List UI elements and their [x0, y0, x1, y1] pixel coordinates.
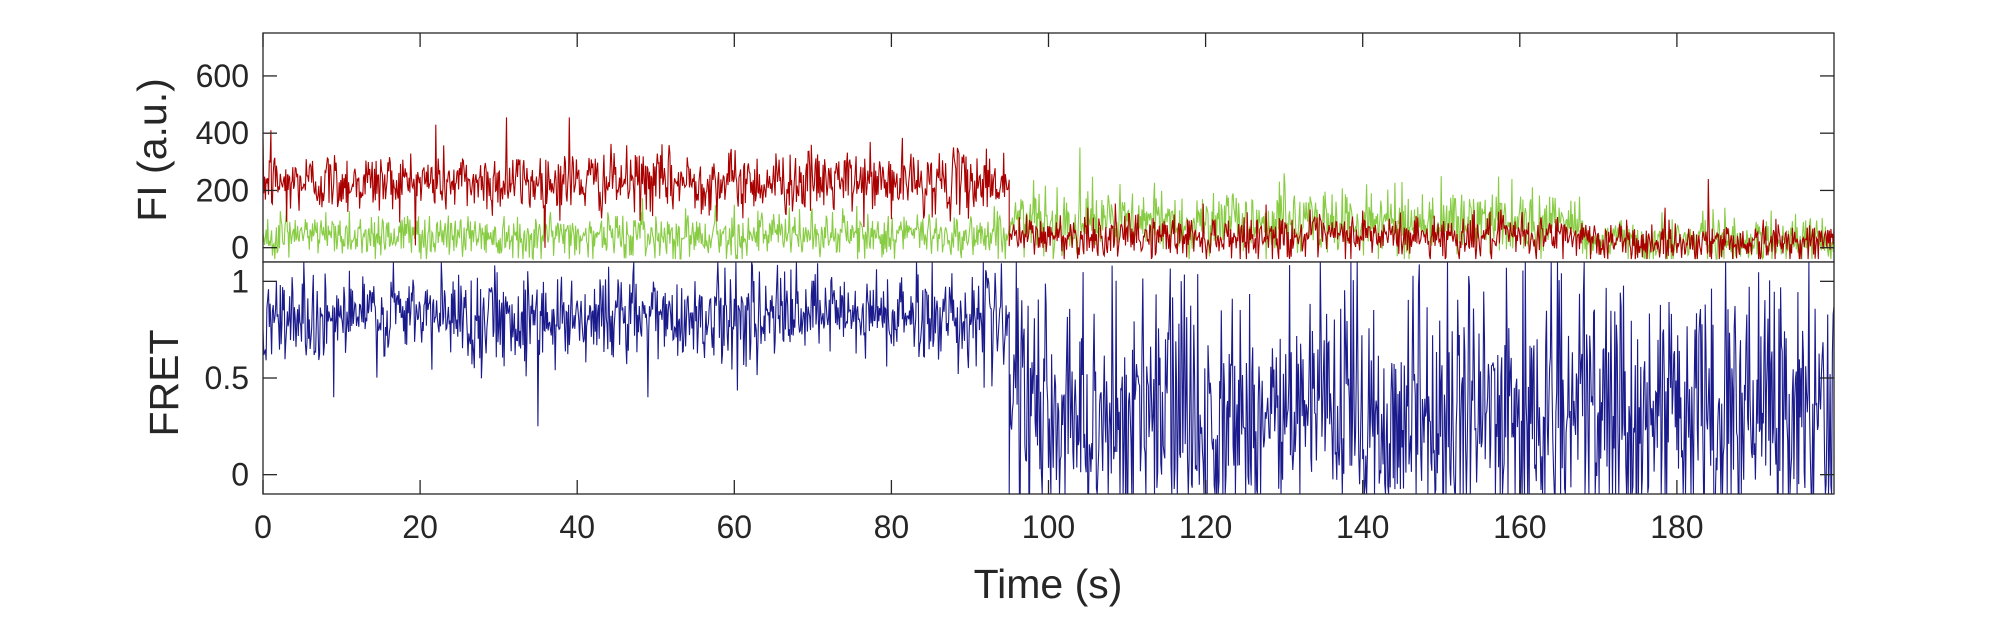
fret-y-tick-label: 1 — [231, 263, 249, 299]
time-x-tick-label: 100 — [1022, 509, 1075, 545]
fret-traces — [262, 261, 1835, 495]
fluorescence-y-tick-label: 400 — [196, 115, 249, 151]
fret-y-tick-label: 0 — [231, 457, 249, 493]
time-x-tick-label: 180 — [1650, 509, 1703, 545]
fluorescence-panel: 0 200 400 600 FI (a.u.) — [129, 32, 1835, 266]
time-x-tick-label: 120 — [1179, 509, 1232, 545]
time-x-tick-label: 40 — [559, 509, 595, 545]
time-x-tick-label: 60 — [717, 509, 753, 545]
time-x-tick-label: 140 — [1336, 509, 1389, 545]
fluorescence-y-ticks: 0 200 400 600 — [196, 58, 1834, 266]
time-x-ticks: 0 20 40 60 80 100 120 140 160 180 — [254, 33, 1704, 545]
fret-y-axis-label: FRET — [141, 329, 187, 436]
time-x-tick-label: 20 — [402, 509, 438, 545]
time-x-tick-label: 0 — [254, 509, 272, 545]
fret-trace — [262, 261, 1835, 495]
donor-trace — [262, 147, 1835, 261]
time-x-tick-label: 160 — [1493, 509, 1546, 545]
acceptor-trace — [262, 117, 1835, 260]
fret-y-ticks: 00.51 — [205, 263, 1834, 493]
fret-y-tick-label: 0.5 — [205, 360, 249, 396]
fret-panel: 00.51 0 20 40 60 80 100 120 140 160 180 FRET Time… — [141, 33, 1835, 607]
time-x-axis-label: Time (s) — [974, 561, 1123, 607]
fluorescence-y-axis-label: FI (a.u.) — [129, 78, 175, 222]
fluorescence-y-tick-label: 200 — [196, 172, 249, 208]
fluorescence-y-tick-label: 600 — [196, 58, 249, 94]
fluorescence-y-tick-label: 0 — [231, 230, 249, 266]
time-x-tick-label: 80 — [874, 509, 910, 545]
fluorescence-traces — [262, 117, 1835, 261]
